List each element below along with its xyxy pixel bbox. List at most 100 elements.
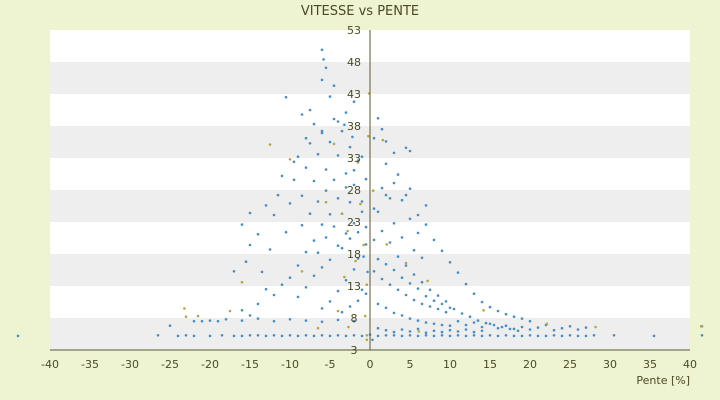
- data-point-blue: [284, 95, 288, 99]
- data-point-blue: [364, 225, 368, 229]
- data-point-olive: [316, 326, 320, 330]
- data-point-blue: [288, 202, 292, 205]
- data-point-blue: [424, 334, 428, 337]
- data-point-blue: [384, 262, 388, 266]
- data-point-blue: [272, 319, 276, 323]
- data-point-blue: [376, 326, 380, 330]
- data-point-blue: [496, 326, 500, 330]
- data-point-blue: [496, 309, 500, 313]
- y-tick-label: 33: [347, 152, 361, 165]
- x-tick-label: -10: [281, 358, 299, 371]
- data-point-blue: [520, 334, 524, 338]
- data-point-blue: [408, 317, 412, 320]
- data-point-blue: [312, 334, 316, 338]
- data-point-blue: [328, 140, 332, 144]
- data-point-blue: [336, 197, 340, 200]
- data-point-blue: [448, 334, 452, 338]
- data-point-olive: [362, 243, 365, 247]
- data-point-olive: [417, 330, 421, 333]
- data-point-blue: [464, 328, 468, 331]
- data-point-olive: [288, 158, 292, 161]
- data-point-blue: [296, 155, 300, 158]
- data-point-blue: [356, 230, 360, 234]
- data-point-olive: [371, 189, 375, 192]
- data-point-blue: [392, 181, 396, 185]
- data-point-blue: [400, 314, 404, 317]
- data-point-blue: [384, 328, 388, 332]
- data-point-blue: [308, 142, 312, 145]
- data-point-blue: [408, 187, 412, 190]
- data-point-blue: [376, 302, 380, 306]
- data-point-blue: [428, 288, 432, 292]
- data-point-olive: [545, 322, 549, 326]
- data-point-olive: [336, 309, 340, 313]
- data-point-blue: [504, 324, 508, 328]
- data-point-blue: [412, 273, 416, 276]
- data-point-blue: [408, 334, 412, 337]
- data-point-blue: [408, 330, 412, 333]
- data-point-blue: [304, 166, 308, 169]
- data-point-blue: [416, 334, 420, 338]
- data-point-blue: [416, 327, 420, 331]
- data-point-blue: [312, 122, 316, 126]
- data-point-blue: [520, 317, 524, 320]
- data-point-blue: [400, 276, 404, 280]
- data-point-blue: [304, 334, 308, 337]
- data-point-blue: [362, 255, 365, 258]
- data-point-blue: [356, 159, 360, 162]
- data-point-blue: [372, 136, 376, 140]
- data-point-blue: [232, 334, 236, 338]
- data-point-blue: [284, 230, 288, 234]
- y-tick-label: 43: [347, 88, 361, 101]
- data-point-blue: [388, 197, 392, 200]
- data-point-olive: [324, 200, 328, 204]
- data-point-blue: [328, 213, 332, 216]
- data-point-blue: [352, 268, 356, 271]
- data-point-blue: [336, 318, 340, 322]
- data-point-blue: [416, 213, 420, 217]
- data-point-blue: [424, 204, 428, 207]
- y-tick-label: 13: [347, 280, 361, 293]
- data-point-blue: [328, 258, 332, 262]
- x-tick-label: 5: [407, 358, 414, 371]
- data-point-blue: [292, 178, 296, 182]
- data-point-blue: [324, 168, 328, 171]
- data-point-olive: [699, 325, 703, 328]
- data-point-blue: [384, 162, 388, 166]
- y-tick-label: 18: [347, 248, 361, 261]
- x-tick-label: 20: [523, 358, 537, 371]
- y-tick-label: 3: [351, 344, 358, 357]
- data-point-blue: [464, 334, 468, 338]
- data-point-blue: [296, 295, 300, 299]
- data-point-blue: [480, 334, 484, 338]
- data-point-blue: [320, 129, 324, 133]
- data-point-blue: [372, 270, 376, 273]
- data-point-blue: [376, 117, 380, 120]
- x-axis-ticks: -40 -35 -30 -25 -20 -15 -10 -5 0 5 10 15 20 25 30 35 40: [41, 358, 697, 371]
- x-tick-label: 15: [483, 358, 497, 371]
- data-point-blue: [400, 328, 404, 331]
- data-point-blue: [544, 334, 548, 338]
- data-point-blue: [388, 241, 392, 244]
- chart-title: VITESSE vs PENTE: [301, 4, 419, 19]
- data-point-olive: [184, 315, 188, 319]
- data-point-blue: [192, 334, 196, 338]
- data-point-blue: [512, 315, 516, 319]
- data-point-blue: [528, 334, 532, 337]
- y-tick-label: 28: [347, 184, 361, 197]
- data-point-blue: [456, 330, 460, 333]
- data-point-olive: [347, 325, 350, 329]
- data-point-blue: [300, 113, 304, 116]
- data-point-blue: [351, 135, 354, 139]
- data-point-blue: [500, 325, 504, 329]
- data-point-blue: [288, 334, 292, 337]
- data-point-blue: [312, 274, 316, 278]
- data-point-blue: [364, 292, 368, 296]
- data-point-blue: [264, 204, 268, 207]
- data-point-blue: [424, 223, 428, 226]
- data-point-blue: [516, 329, 520, 333]
- data-point-blue: [324, 236, 328, 239]
- data-point-blue: [380, 229, 384, 233]
- data-point-blue: [376, 334, 380, 338]
- data-point-blue: [384, 334, 388, 337]
